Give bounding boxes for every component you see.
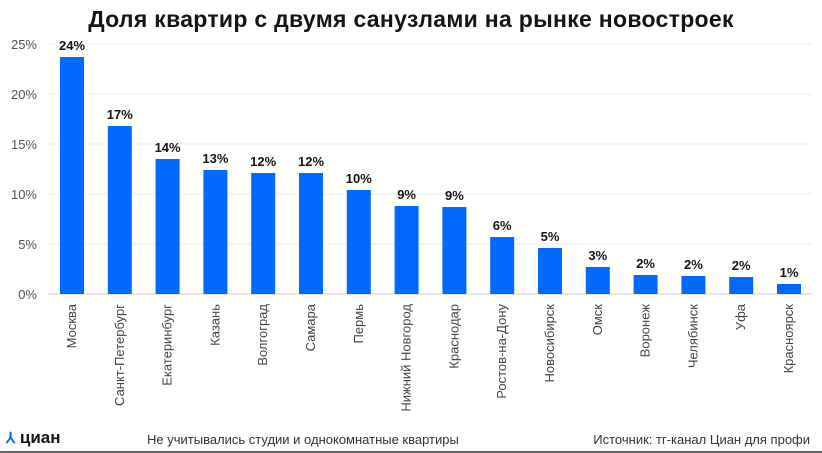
y-tick-label: 20% [11, 87, 37, 102]
bar [585, 267, 610, 294]
bar-chart: 0% 5% 10% 15% 20% 25% 24% Москва 17% Санкт-Петерб… [11, 37, 812, 412]
bar [107, 126, 132, 294]
data-label: 12% [250, 154, 276, 169]
data-label: 10% [346, 171, 372, 186]
x-tick-label: Пермь [351, 304, 366, 344]
location-pin-icon: ⅄ [6, 430, 16, 447]
bar [394, 206, 419, 294]
data-label: 14% [155, 140, 181, 155]
chart-title: Доля квартир с двумя санузлами на рынке … [88, 6, 734, 32]
data-label: 3% [588, 248, 607, 263]
data-label: 5% [541, 229, 560, 244]
y-tick-label: 5% [18, 237, 37, 252]
footnote: Не учитывались студии и однокомнатные кв… [147, 432, 459, 447]
x-tick-label: Уфа [733, 303, 748, 330]
cian-logo: ⅄ циан [6, 428, 61, 448]
data-label: 13% [202, 151, 228, 166]
bar [155, 159, 180, 294]
logo-text: циан [19, 428, 61, 447]
bar [60, 57, 84, 294]
bar [203, 170, 228, 294]
bar [299, 173, 323, 294]
x-tick-label: Санкт-Петербург [112, 304, 127, 406]
bar [777, 284, 801, 294]
data-label: 17% [107, 107, 133, 122]
x-tick-label: Красноярск [781, 304, 796, 374]
bar [633, 275, 658, 294]
bar [490, 237, 515, 294]
y-tick-label: 0% [18, 287, 37, 302]
data-label: 24% [59, 38, 85, 53]
x-tick-label: Краснодар [446, 304, 461, 369]
bar [251, 173, 276, 294]
x-tick-label: Екатеринбург [160, 304, 175, 386]
x-tick-label: Москва [64, 303, 79, 348]
x-tick-label: Казань [207, 304, 222, 346]
data-label: 9% [445, 188, 464, 203]
x-tick-label: Самара [303, 303, 318, 351]
bar [538, 248, 562, 294]
x-tick-label: Волгоград [255, 304, 270, 366]
x-tick-label: Ростов-на-Дону [494, 304, 509, 399]
x-tick-label: Новосибирск [542, 304, 557, 383]
data-label: 1% [780, 265, 799, 280]
x-tick-label: Воронеж [638, 304, 653, 358]
data-label: 12% [298, 154, 324, 169]
bottom-divider [0, 451, 822, 453]
bar [442, 207, 467, 294]
source-note: Источник: тг-канал Циан для профи [593, 432, 810, 447]
y-tick-label: 10% [11, 187, 37, 202]
bar [346, 190, 371, 294]
data-label: 2% [732, 258, 751, 273]
y-tick-label: 25% [11, 37, 37, 52]
data-label: 6% [493, 218, 512, 233]
data-label: 2% [684, 257, 703, 272]
y-tick-label: 15% [11, 137, 37, 152]
x-tick-label: Нижний Новгород [399, 304, 414, 412]
x-tick-label: Челябинск [685, 304, 700, 368]
x-tick-label: Омск [590, 304, 605, 336]
data-label: 2% [636, 256, 655, 271]
data-label: 9% [397, 187, 416, 202]
bar [681, 276, 706, 294]
bar [729, 277, 754, 294]
